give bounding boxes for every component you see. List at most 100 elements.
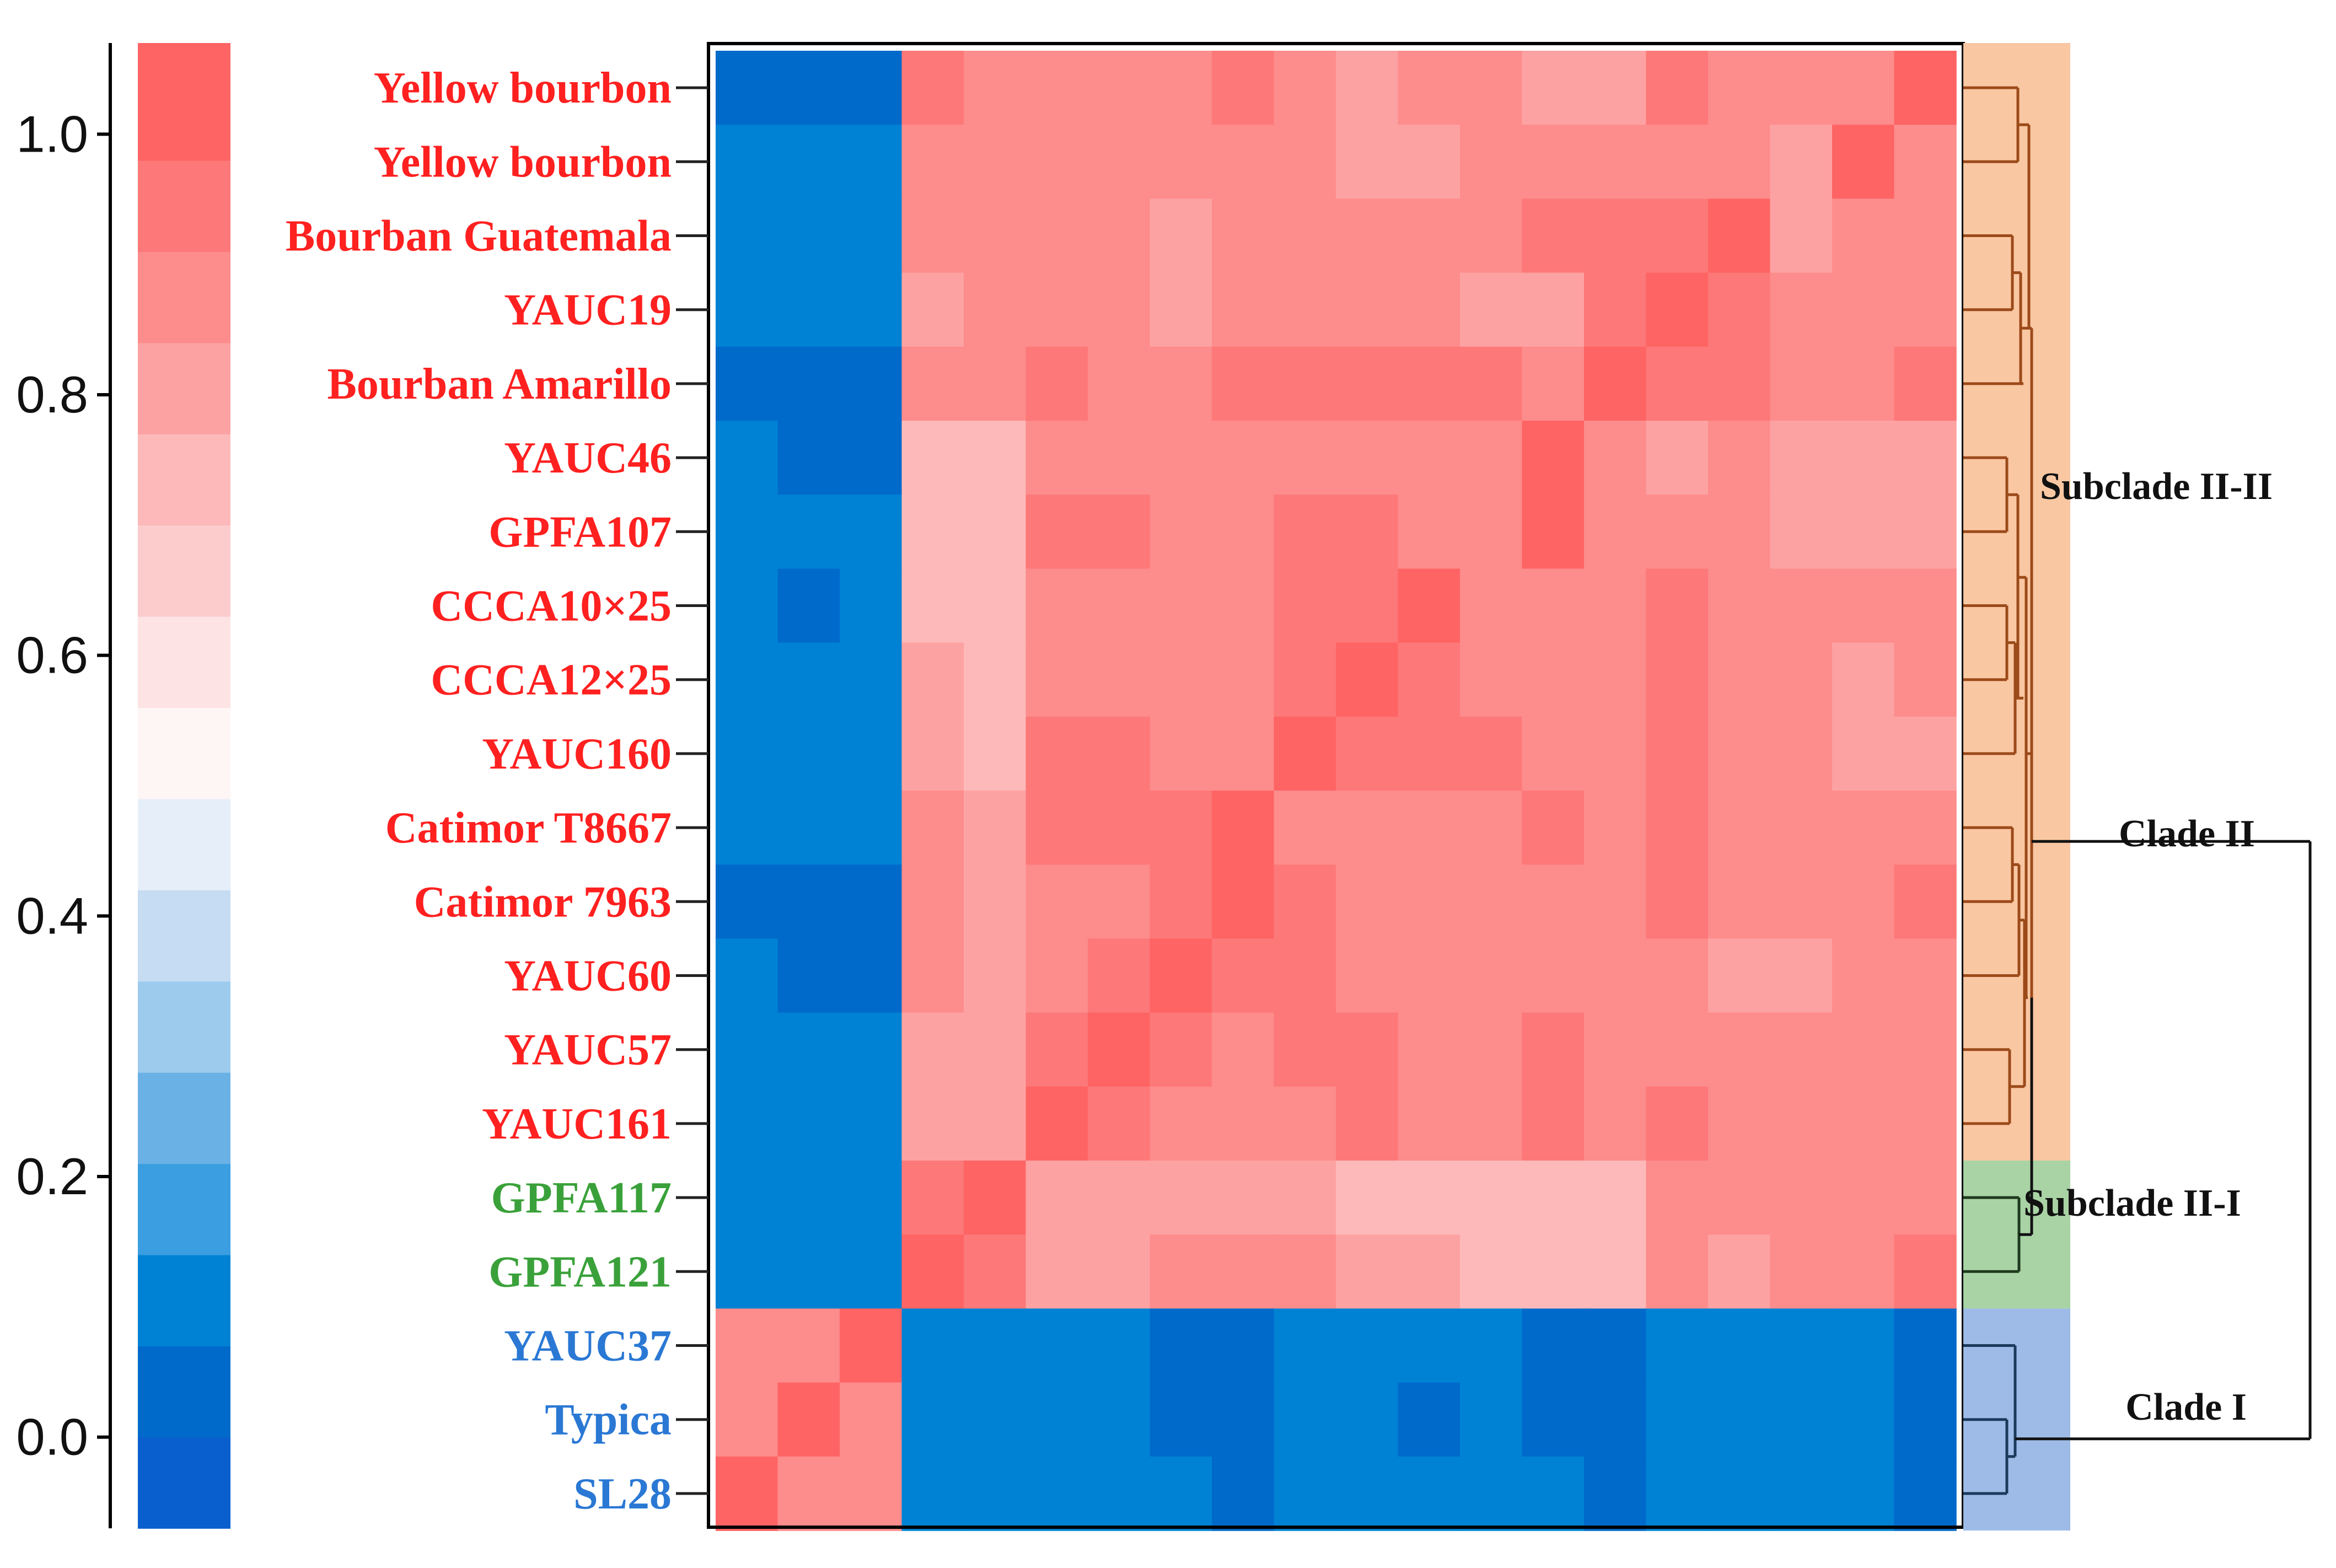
heatmap-cell [1770,495,1833,570]
heatmap-cell [1336,495,1399,570]
row-label: Yellow bourbon [374,138,672,186]
heatmap-cell [1212,1382,1275,1457]
heatmap-cell [1460,938,1523,1013]
heatmap-cell [716,495,778,570]
heatmap-cell [1770,716,1833,791]
heatmap-cell [1522,346,1585,421]
heatmap-cell [1460,1308,1523,1383]
row-label: GPFA117 [491,1174,672,1222]
heatmap-cell [1894,1382,1957,1457]
heatmap-cell [964,1308,1027,1383]
heatmap-cell [1646,272,1709,347]
heatmap-cell [964,1086,1027,1161]
heatmap-cell [1336,1161,1399,1235]
heatmap-cell [1894,51,1957,125]
heatmap-cell [1088,198,1151,273]
heatmap-cell [1770,1161,1833,1235]
heatmap-cell [1336,1382,1399,1457]
colorbar-step-4 [138,1072,230,1164]
heatmap-cell [964,198,1027,273]
heatmap-cell [1398,864,1460,939]
heatmap-cell [1522,1456,1585,1531]
heatmap-cell [1708,642,1771,717]
heatmap-cell [964,272,1027,347]
heatmap-cell [901,1456,964,1531]
row-label: GPFA121 [488,1248,672,1296]
heatmap-cell [964,568,1027,643]
heatmap-cell [901,1308,964,1383]
heatmap-cell [1025,346,1088,421]
heatmap-cell [1088,1234,1151,1309]
heatmap-cell [1894,938,1957,1013]
heatmap-cell [1336,642,1399,717]
heatmap-cell [1088,716,1151,791]
heatmap-cell [1894,272,1957,347]
heatmap-cell [1770,346,1833,421]
heatmap-cell [1770,1456,1833,1531]
heatmap-cell [1708,938,1771,1013]
colorbar-step-7 [138,798,230,890]
heatmap-cell [1088,421,1151,495]
colorbar: 0.0 0.2 0.4 0.6 0.8 1.0 [16,43,230,1529]
heatmap-cell [1274,716,1336,791]
heatmap-cell [1025,938,1088,1013]
heatmap-cell [1832,272,1895,347]
heatmap-cell [901,568,964,643]
heatmap-cell [1274,495,1336,570]
heatmap-cell [964,864,1027,939]
heatmap-cell [1336,1456,1399,1531]
heatmap-cell [1832,346,1895,421]
heatmap-cell [1398,198,1460,273]
heatmap-cell [840,716,903,791]
heatmap-cell [1336,864,1399,939]
heatmap-cell [1832,495,1895,570]
heatmap-cell [1212,1234,1275,1309]
heatmap-cell [1398,791,1460,865]
heatmap-cell [1150,938,1212,1013]
heatmap-cell [1150,421,1212,495]
heatmap-cell [964,791,1027,865]
heatmap-cell [777,125,840,200]
heatmap-cell [840,1308,903,1383]
heatmap-cell [777,346,840,421]
heatmap-cell [1770,1382,1833,1457]
heatmap-cell [1646,864,1709,939]
heatmap-cell [716,791,778,865]
heatmap-cell [1212,1161,1275,1235]
heatmap-cell [1088,791,1151,865]
heatmap-cell [1584,1012,1647,1087]
colorbar-step-8 [138,707,230,799]
heatmap-cell [1832,1456,1895,1531]
heatmap-cell [1460,1382,1523,1457]
heatmap-cell [1832,791,1895,865]
heatmap-cell [1212,568,1275,643]
heatmap-cell [964,1234,1027,1309]
heatmap-cell [1274,1234,1336,1309]
heatmap-cell [901,1086,964,1161]
heatmap-cell [901,1382,964,1457]
dendrogram [1963,86,2312,1495]
heatmap-cell [964,495,1027,570]
heatmap-cell [964,1382,1027,1457]
heatmap-cell [1150,1012,1212,1087]
heatmap-cell [777,864,840,939]
heatmap-cell [777,938,840,1013]
heatmap-cell [1894,1456,1957,1531]
row-label: YAUC60 [504,952,672,1001]
heatmap-cell [1274,1086,1336,1161]
heatmap-cell [840,938,903,1013]
heatmap-cell [1212,864,1275,939]
row-label: YAUC37 [504,1322,672,1371]
colorbar-tick-label: 0.8 [16,366,88,423]
heatmap-cell [1212,642,1275,717]
heatmap-cell [1708,1234,1771,1309]
heatmap-cell [901,346,964,421]
heatmap-cell [901,938,964,1013]
heatmap-cell [964,642,1027,717]
heatmap-cell [1460,1012,1523,1087]
heatmap-cell [1460,1086,1523,1161]
heatmap-cell [777,716,840,791]
clade-label: Clade I [2125,1386,2247,1429]
row-label: YAUC46 [504,434,672,482]
heatmap-cell [1025,272,1088,347]
